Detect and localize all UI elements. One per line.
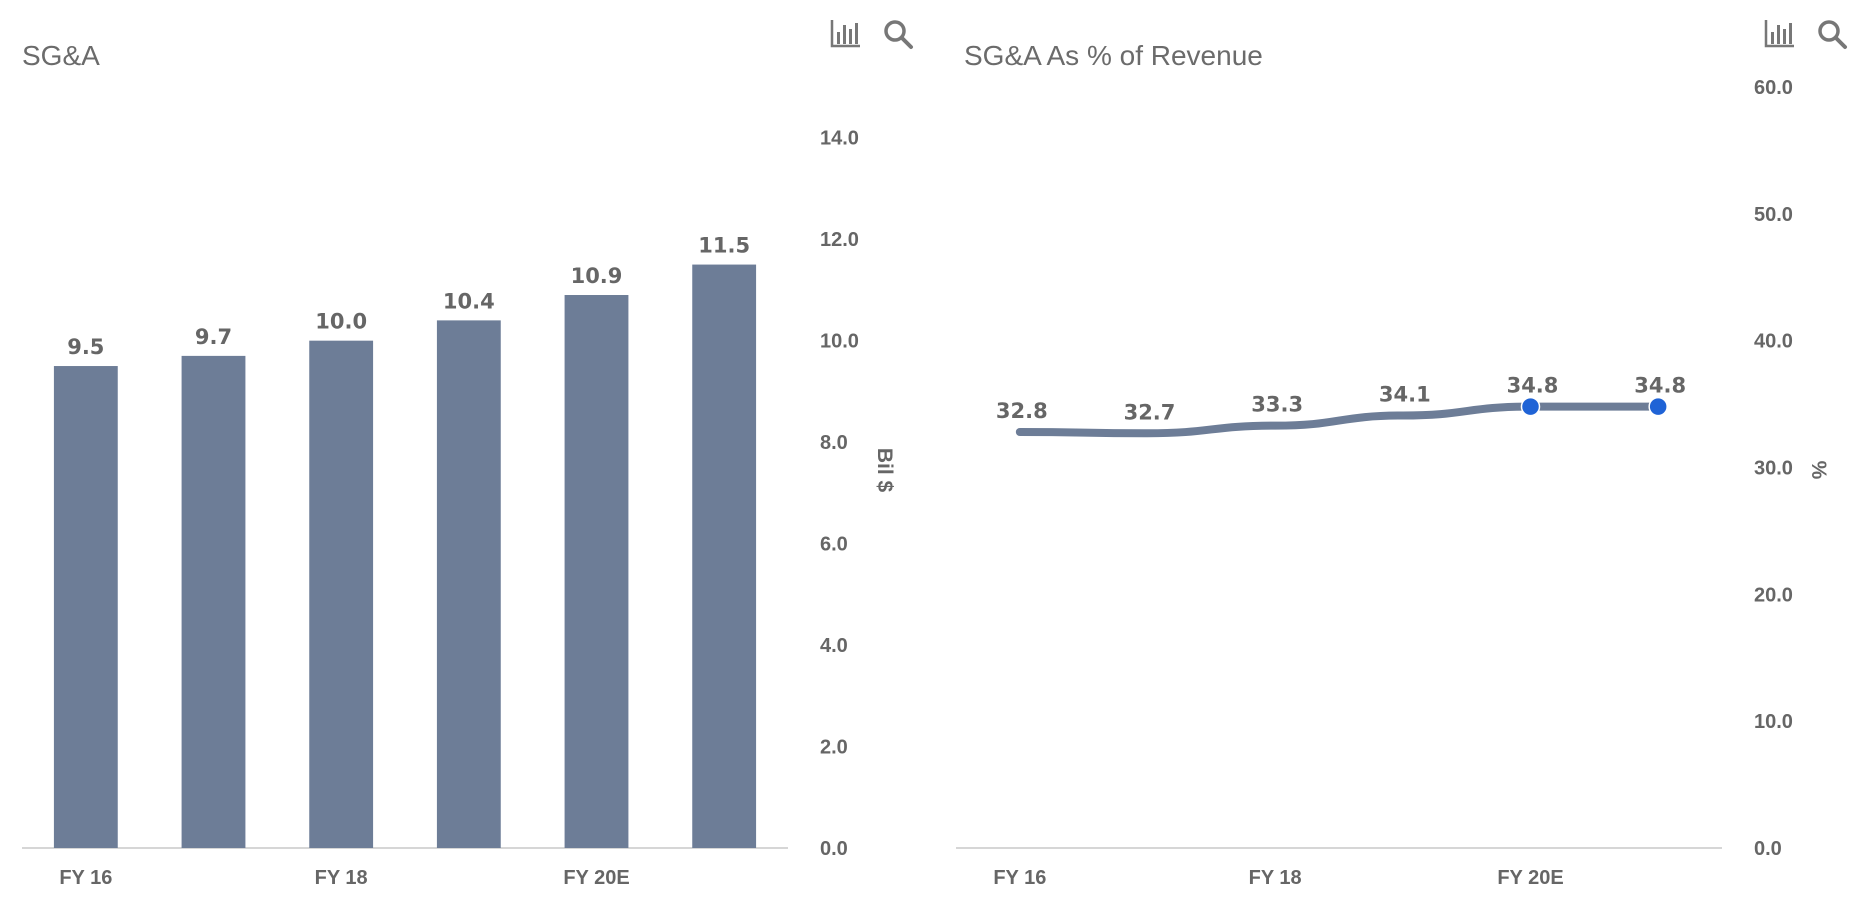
y-axis-title: Bil $ [873,448,896,493]
bar [564,295,629,848]
data-label: 33.3 [1251,393,1303,417]
y-tick-label: 2.0 [820,737,848,759]
sga-pct-line-chart: 0.0 10.0 20.0 30.0 40.0 50.0 60.0% 32.8 FY 16 32.… [956,77,1830,889]
y-tick-label: 10.0 [820,331,859,353]
search-icon[interactable] [1814,16,1850,52]
chart-title: SG&A [22,40,100,71]
data-point [1648,396,1668,417]
bar-chart-icon[interactable] [1762,16,1798,52]
x-tick-label: FY 20E [1497,867,1563,889]
y-tick-label: 40.0 [1754,331,1793,353]
x-tick-label: FY 20E [563,867,629,889]
data-label: 9.7 [195,325,232,349]
sga-chart-panel: SG&A 0.0 2.0 4.0 6.0 8.0 10.0 12.0 14.0 Bil $ 9.5… [22,16,916,889]
y-axis-title: % [1807,461,1830,480]
data-label: 34.8 [1507,374,1559,398]
x-tick-label: FY 16 [59,867,112,889]
x-tick-label: FY 18 [1249,867,1302,889]
bar [53,366,118,848]
bar [692,264,757,849]
bar-chart-icon[interactable] [828,16,864,52]
x-tick-label: FY 16 [993,867,1046,889]
y-tick-label: 4.0 [820,635,848,657]
y-tick-label: 8.0 [820,432,848,454]
data-label: 10.4 [443,289,495,313]
y-tick-label: 60.0 [1754,77,1793,99]
y-tick-label: 20.0 [1754,584,1793,606]
bar [309,340,374,848]
data-label: 34.1 [1379,382,1431,406]
search-icon[interactable] [880,16,916,52]
data-label: 34.8 [1634,374,1686,398]
data-label: 32.7 [1124,400,1176,424]
y-tick-label: 50.0 [1754,204,1793,226]
y-tick-label: 6.0 [820,534,848,556]
y-tick-label: 30.0 [1754,458,1793,480]
data-point [1520,396,1541,417]
y-tick-label: 0.0 [820,838,848,860]
y-tick-label: 0.0 [1754,838,1782,860]
data-label: 10.0 [315,310,367,334]
data-label: 11.5 [698,234,750,258]
x-tick-label: FY 18 [315,867,368,889]
bar [436,320,501,849]
y-tick-label: 14.0 [820,128,859,150]
chart-title: SG&A As % of Revenue [964,40,1263,71]
sga-bar-chart: 0.0 2.0 4.0 6.0 8.0 10.0 12.0 14.0 Bil $ 9.5 FY 16… [22,128,896,889]
data-label: 9.5 [67,335,104,359]
y-tick-label: 12.0 [820,229,859,251]
sga-pct-chart-panel: SG&A As % of Revenue 0.0 10.0 20.0 30.0 40.0… [934,0,1868,918]
series-line [1015,402,1663,438]
data-label: 32.8 [996,399,1048,423]
bar [181,355,246,848]
y-tick-label: 10.0 [1754,711,1793,733]
data-label: 10.9 [571,264,623,288]
